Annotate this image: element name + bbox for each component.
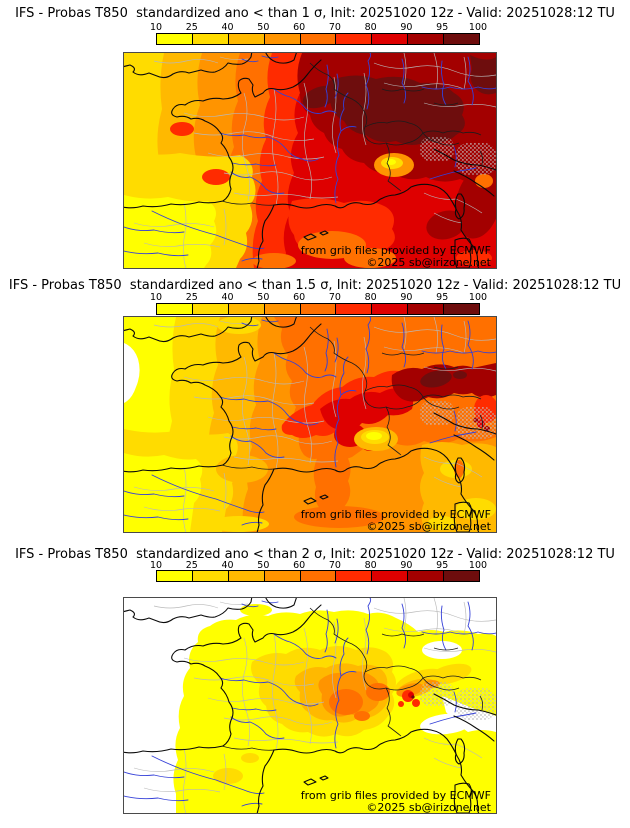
panel-1-title: IFS - Probas T850 standardized ano < tha…: [15, 6, 615, 21]
colorbar-tick-25: 25: [185, 292, 198, 303]
colorbar-segment-6: [335, 304, 372, 314]
colorbar-tick-70: 70: [328, 560, 341, 571]
colorbar-segment-8: [407, 34, 444, 44]
colorbar-tick-40: 40: [221, 292, 234, 303]
colorbar-tick-10: 10: [149, 292, 163, 303]
colorbar-segment-3: [227, 304, 264, 314]
colorbar-tick-80: 80: [364, 292, 377, 303]
probability-field-2: [124, 317, 496, 532]
colorbar-segment-6: [335, 571, 372, 581]
credit-ecmwf: from grib files provided by ECMWF: [301, 508, 491, 521]
colorbar-3-ticks: 10 25 40 50 60 70 80 90 95 100: [150, 560, 487, 571]
colorbar-segment-9: [443, 571, 480, 581]
colorbar-1: [156, 33, 480, 45]
colorbar-tick-95: 95: [436, 560, 449, 571]
colorbar-segment-5: [299, 571, 336, 581]
colorbar-segment-1: [157, 571, 192, 581]
colorbar-segment-3: [227, 571, 264, 581]
colorbar-segment-8: [407, 304, 444, 314]
colorbar-tick-50: 50: [257, 292, 270, 303]
colorbar-segment-9: [443, 304, 480, 314]
colorbar-tick-10: 10: [149, 22, 163, 33]
colorbar-segment-4: [263, 304, 300, 314]
credit-copyright: ©2025 sb@irizone.net: [366, 256, 491, 268]
colorbar-tick-95: 95: [436, 22, 449, 33]
colorbar-segment-5: [299, 304, 336, 314]
probability-map-2sigma: from grib files provided by ECMWF ©2025 …: [123, 597, 497, 814]
colorbar-tick-40: 40: [221, 560, 234, 571]
colorbar-2: [156, 303, 480, 315]
colorbar-tick-90: 90: [400, 22, 413, 33]
credit-ecmwf: from grib files provided by ECMWF: [301, 244, 491, 257]
colorbar-segment-6: [335, 34, 372, 44]
colorbar-tick-100: 100: [468, 22, 488, 33]
probability-map-1sigma: from grib files provided by ECMWF ©2025 …: [123, 52, 497, 269]
colorbar-tick-70: 70: [328, 22, 341, 33]
credit-copyright: ©2025 sb@irizone.net: [366, 520, 491, 532]
colorbar-segment-3: [227, 34, 264, 44]
colorbar-segment-5: [299, 34, 336, 44]
colorbar-tick-50: 50: [257, 22, 270, 33]
credit-copyright: ©2025 sb@irizone.net: [366, 801, 491, 813]
panel-2-title: IFS - Probas T850 standardized ano < tha…: [8, 278, 622, 293]
colorbar-tick-60: 60: [293, 560, 306, 571]
colorbar-tick-100: 100: [468, 560, 488, 571]
colorbar-segment-7: [371, 571, 408, 581]
colorbar-segment-4: [263, 34, 300, 44]
colorbar-segment-8: [407, 571, 444, 581]
colorbar-segment-1: [157, 304, 192, 314]
colorbar-segment-7: [371, 304, 408, 314]
colorbar-tick-95: 95: [436, 292, 449, 303]
colorbar-segment-4: [263, 571, 300, 581]
colorbar-tick-10: 10: [149, 560, 163, 571]
colorbar-tick-40: 40: [221, 22, 234, 33]
colorbar-3: [156, 570, 480, 582]
colorbar-tick-80: 80: [364, 560, 377, 571]
colorbar-segment-2: [191, 304, 228, 314]
colorbar-1-ticks: 10 25 40 50 60 70 80 90 95 100: [150, 22, 487, 33]
colorbar-tick-80: 80: [364, 22, 377, 33]
colorbar-tick-70: 70: [328, 292, 341, 303]
colorbar-segment-1: [157, 34, 192, 44]
colorbar-tick-90: 90: [400, 560, 413, 571]
colorbar-segment-2: [191, 34, 228, 44]
colorbar-tick-25: 25: [185, 22, 198, 33]
colorbar-2-ticks: 10 25 40 50 60 70 80 90 95 100: [150, 292, 487, 303]
colorbar-tick-60: 60: [293, 22, 306, 33]
credit-ecmwf: from grib files provided by ECMWF: [301, 789, 491, 802]
colorbar-tick-25: 25: [185, 560, 198, 571]
colorbar-tick-90: 90: [400, 292, 413, 303]
colorbar-segment-2: [191, 571, 228, 581]
probability-map-1p5sigma: from grib files provided by ECMWF ©2025 …: [123, 316, 497, 533]
colorbar-segment-7: [371, 34, 408, 44]
colorbar-tick-50: 50: [257, 560, 270, 571]
colorbar-tick-60: 60: [293, 292, 306, 303]
panel-3-title: IFS - Probas T850 standardized ano < tha…: [15, 547, 615, 562]
colorbar-segment-9: [443, 34, 480, 44]
colorbar-tick-100: 100: [468, 292, 488, 303]
